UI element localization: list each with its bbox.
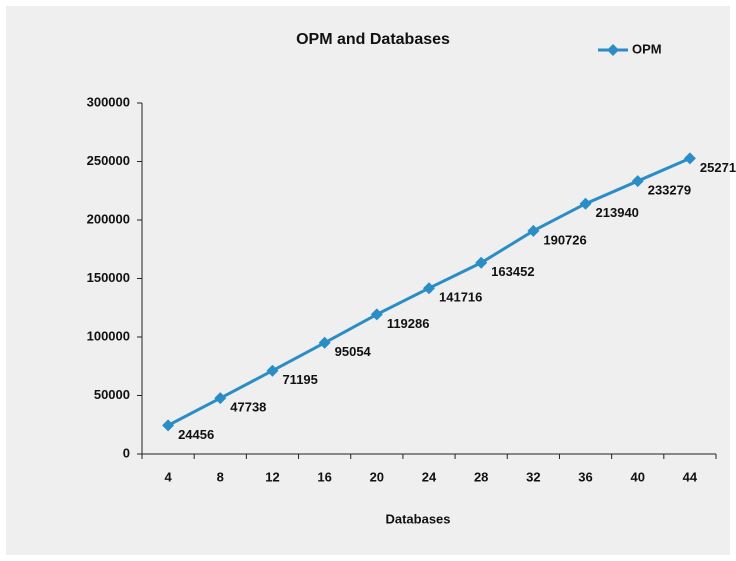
x-tick-label: 44 xyxy=(683,469,698,484)
chart-title: OPM and Databases xyxy=(296,31,450,48)
data-label: 141716 xyxy=(439,290,482,305)
data-label: 163452 xyxy=(491,264,534,279)
y-tick-label: 250000 xyxy=(87,153,130,168)
x-tick-label: 8 xyxy=(217,469,224,484)
data-label: 47738 xyxy=(230,400,266,415)
x-tick-label: 12 xyxy=(265,469,279,484)
x-tick-label: 36 xyxy=(578,469,592,484)
marker xyxy=(266,364,279,377)
x-tick-label: 24 xyxy=(422,469,437,484)
marker xyxy=(423,282,435,295)
y-tick-label: 50000 xyxy=(94,387,130,402)
legend-marker xyxy=(607,44,619,56)
x-axis-title: Databases xyxy=(385,511,450,526)
x-tick-label: 20 xyxy=(370,469,384,484)
data-label: 233279 xyxy=(648,183,691,198)
y-tick-label: 300000 xyxy=(87,94,130,109)
y-tick-label: 150000 xyxy=(87,270,130,285)
x-tick-label: 40 xyxy=(630,469,644,484)
data-label: 71195 xyxy=(282,372,317,387)
x-tick-label: 32 xyxy=(526,469,540,484)
data-label: 252718 xyxy=(700,160,736,175)
marker xyxy=(162,419,175,432)
x-tick-label: 4 xyxy=(164,469,172,484)
data-label: 213940 xyxy=(596,205,639,220)
x-tick-label: 16 xyxy=(317,469,331,484)
y-tick-label: 100000 xyxy=(87,328,130,343)
legend-label: OPM xyxy=(632,41,662,56)
marker xyxy=(475,256,488,269)
marker xyxy=(579,197,592,210)
marker xyxy=(214,392,227,405)
marker xyxy=(631,175,644,188)
y-tick-label: 0 xyxy=(123,445,130,460)
data-label: 24456 xyxy=(178,427,214,442)
data-label: 95054 xyxy=(335,344,372,359)
marker xyxy=(370,308,383,321)
marker xyxy=(683,152,696,165)
marker xyxy=(527,224,540,237)
y-tick-label: 200000 xyxy=(87,211,130,226)
data-label: 119286 xyxy=(387,316,430,331)
x-tick-label: 28 xyxy=(474,469,488,484)
chart-background xyxy=(6,6,730,555)
data-label: 190726 xyxy=(543,232,586,247)
marker xyxy=(318,336,331,349)
